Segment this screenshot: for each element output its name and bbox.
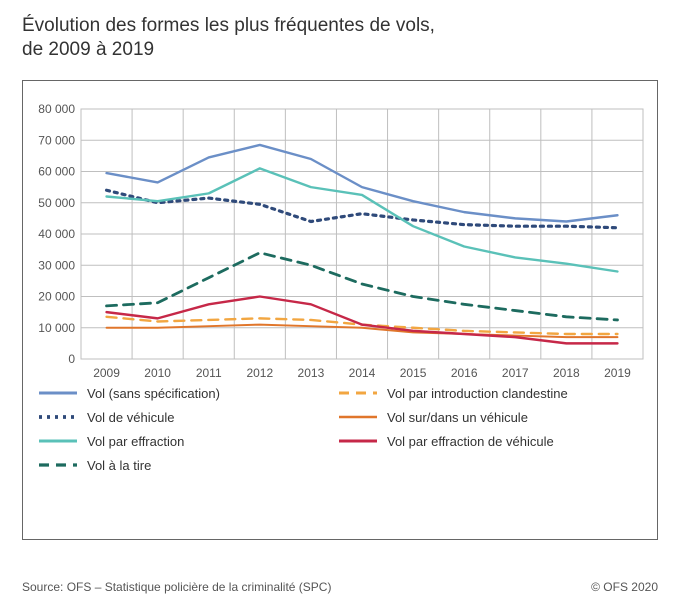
legend-label-vol_vehicule: Vol de véhicule [87,410,174,425]
legend-label-vol_tire: Vol à la tire [87,458,151,473]
y-axis-label: 50 000 [38,196,75,210]
source-label: Source: OFS – Statistique policière de l… [22,580,331,594]
x-axis-label: 2011 [196,366,222,380]
x-axis-label: 2014 [349,366,376,380]
chart-container: Évolution des formes les plus fréquentes… [0,0,680,606]
x-axis-label: 2018 [553,366,580,380]
y-axis-label: 70 000 [38,133,75,147]
legend-label-vol_sans_spec: Vol (sans spécification) [87,386,220,401]
chart-frame: 0 10 000 20 000 30 000 40 000 50 000 60 000 70 … [22,80,658,540]
line-chart: 0 10 000 20 000 30 000 40 000 50 000 60 000 70 … [23,81,659,541]
legend-label-vol_sur_dans_vehicule: Vol sur/dans un véhicule [387,410,528,425]
y-axis-label: 30 000 [38,258,75,272]
x-axis-label: 2016 [451,366,478,380]
chart-title: Évolution des formes les plus fréquentes… [22,14,435,62]
y-axis-label: 80 000 [38,102,75,116]
x-axis-label: 2009 [93,366,120,380]
x-axis-label: 2019 [604,366,631,380]
legend-label-vol_effraction_vehicule: Vol par effraction de véhicule [387,434,554,449]
copyright-label: © OFS 2020 [591,580,658,594]
title-line-1: Évolution des formes les plus fréquentes… [22,15,435,36]
y-axis-label: 40 000 [38,227,75,241]
y-axis-label: 60 000 [38,165,75,179]
x-axis-label: 2010 [144,366,171,380]
x-axis-label: 2013 [298,366,325,380]
y-axis-label: 20 000 [38,290,75,304]
legend-label-vol_intro_clandestine: Vol par introduction clandestine [387,386,568,401]
footer: Source: OFS – Statistique policière de l… [22,580,658,594]
title-line-2: de 2009 à 2019 [22,39,154,60]
y-axis-label: 0 [68,352,75,366]
y-axis-label: 10 000 [38,321,75,335]
x-axis-label: 2017 [502,366,529,380]
x-axis-label: 2012 [246,366,273,380]
legend-label-vol_effraction: Vol par effraction [87,434,184,449]
x-axis-label: 2015 [400,366,427,380]
